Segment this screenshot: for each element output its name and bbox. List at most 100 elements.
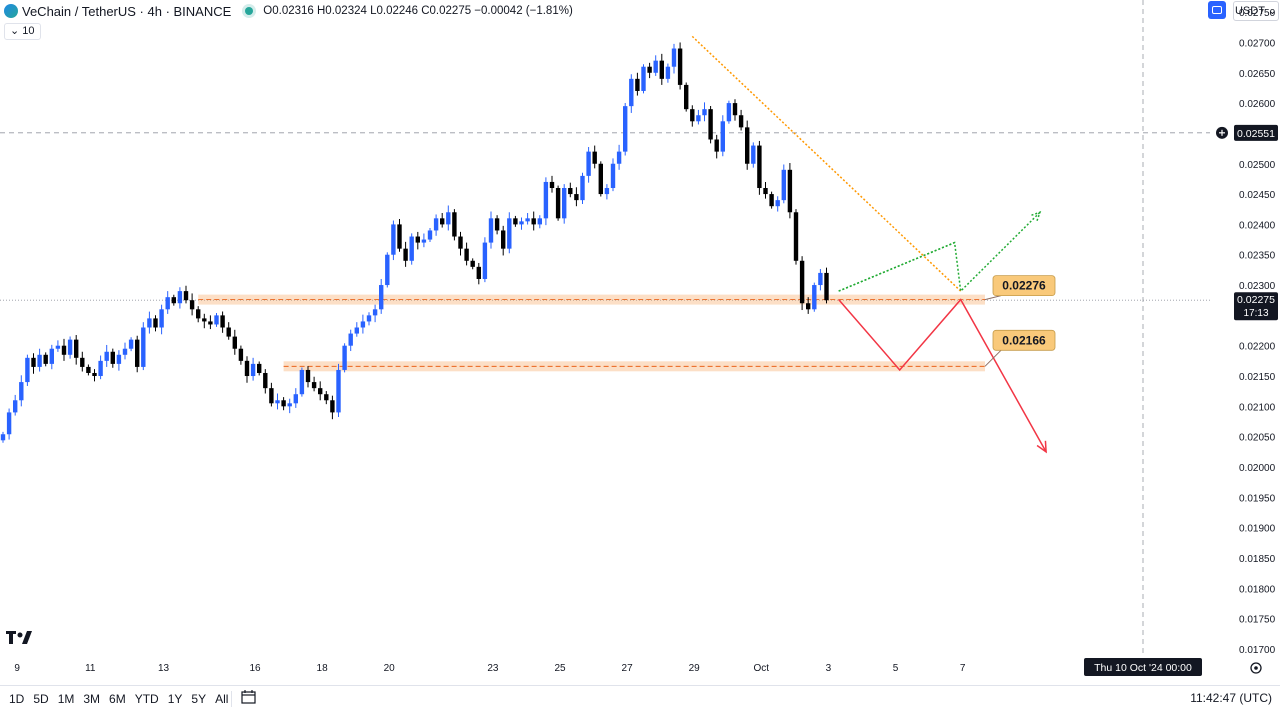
candle-body bbox=[616, 151, 622, 164]
candle-body bbox=[555, 188, 561, 219]
x-tick-label: Oct bbox=[754, 663, 770, 674]
candle-body bbox=[415, 236, 420, 243]
last-price-tag: 0.02275 17:13 bbox=[1234, 292, 1278, 321]
candle-body bbox=[275, 400, 280, 404]
candle-body bbox=[409, 236, 414, 261]
candle-body bbox=[488, 218, 494, 243]
candle-body bbox=[446, 212, 451, 225]
candle-body bbox=[818, 272, 823, 286]
volume-toggle[interactable]: ⌄ 10 bbox=[4, 23, 41, 40]
candle-body bbox=[372, 309, 378, 316]
candle-body bbox=[763, 188, 768, 195]
candle-body bbox=[366, 315, 372, 322]
candle-body bbox=[348, 333, 353, 346]
candle-body bbox=[183, 291, 189, 301]
y-tick-label: 0.02700 bbox=[1239, 38, 1276, 49]
candle-body bbox=[769, 194, 774, 207]
range-button-ytd[interactable]: YTD bbox=[134, 692, 159, 706]
utc-clock[interactable]: 11:42:47 (UTC) bbox=[1190, 691, 1272, 705]
candle-body bbox=[49, 348, 54, 364]
candle-body bbox=[269, 388, 274, 404]
x-tick-label: 23 bbox=[487, 663, 499, 674]
x-tick-label: 9 bbox=[14, 663, 20, 674]
candle-body bbox=[98, 360, 103, 377]
symbol-title[interactable]: VeChain / TetherUS · 4h · BINANCE bbox=[22, 3, 232, 19]
bear-arrow-head bbox=[1036, 440, 1047, 454]
candle-body bbox=[824, 272, 829, 301]
candle-body bbox=[501, 230, 506, 249]
candle-body bbox=[464, 248, 469, 261]
range-button-6m[interactable]: 6M bbox=[109, 692, 126, 706]
range-button-1y[interactable]: 1Y bbox=[167, 692, 183, 706]
candle-body bbox=[385, 254, 390, 286]
candle-body bbox=[74, 339, 79, 358]
y-tick-label: 0.01950 bbox=[1239, 493, 1276, 504]
vechain-logo-icon bbox=[4, 4, 18, 18]
candle-body bbox=[318, 388, 323, 395]
price-tag-marker: 0.02551 bbox=[1216, 124, 1278, 141]
candle-body bbox=[135, 339, 140, 367]
candle-body bbox=[165, 297, 170, 310]
candle-body bbox=[305, 369, 311, 383]
candle-body bbox=[720, 121, 725, 152]
candle-body bbox=[189, 300, 195, 310]
screenshot-button[interactable] bbox=[1208, 1, 1226, 19]
candle-body bbox=[116, 354, 122, 364]
y-tick-label: 0.01700 bbox=[1239, 645, 1276, 656]
range-button-all[interactable]: All bbox=[215, 692, 229, 706]
range-button-5y[interactable]: 5Y bbox=[191, 692, 207, 706]
candle-body bbox=[793, 212, 799, 261]
price-chart[interactable]: 0.027500.027000.026500.026000.025500.025… bbox=[0, 0, 1280, 685]
candle-body bbox=[86, 366, 91, 373]
candle-body bbox=[787, 169, 793, 213]
x-tick-label: 20 bbox=[384, 663, 396, 674]
candle-body bbox=[738, 115, 744, 128]
candle-body bbox=[421, 239, 427, 243]
candle-body bbox=[324, 394, 329, 401]
candle-body bbox=[55, 345, 61, 349]
x-tick-label: 18 bbox=[317, 663, 329, 674]
crosshair-time-bg bbox=[1084, 658, 1202, 676]
candle-body bbox=[537, 218, 542, 225]
y-tick-label: 0.02000 bbox=[1239, 463, 1276, 474]
candle-body bbox=[122, 348, 128, 355]
candle-body bbox=[293, 394, 298, 404]
candle-body bbox=[6, 412, 12, 435]
candle-body bbox=[177, 291, 183, 304]
toolbar-separator bbox=[231, 691, 232, 707]
y-tick-label: 0.02650 bbox=[1239, 69, 1276, 80]
range-button-1d[interactable]: 1D bbox=[9, 692, 25, 706]
candle-body bbox=[110, 351, 115, 364]
gear-ring bbox=[1250, 662, 1262, 674]
last-price-label: 0.02275 bbox=[1237, 294, 1275, 306]
y-tick-label: 0.02150 bbox=[1239, 372, 1276, 383]
callout-box bbox=[992, 329, 1056, 351]
candle-body bbox=[244, 360, 250, 377]
candle-body bbox=[19, 382, 24, 401]
candle-body bbox=[592, 151, 597, 164]
candle-body bbox=[232, 336, 237, 349]
range-button-3m[interactable]: 3M bbox=[83, 692, 101, 706]
currency-select[interactable]: USDT ⌄ bbox=[1233, 1, 1279, 21]
candle-body bbox=[586, 151, 591, 176]
y-tick-label: 0.02750 bbox=[1239, 8, 1276, 19]
y-tick-label: 0.01850 bbox=[1239, 554, 1276, 565]
calendar-range-icon[interactable] bbox=[241, 690, 256, 704]
candle-body bbox=[635, 78, 640, 91]
candle-body bbox=[80, 357, 85, 367]
chart-header: VeChain / TetherUS · 4h · BINANCE O0.023… bbox=[0, 0, 1200, 22]
candle-body bbox=[403, 248, 408, 261]
bear-scenario-path bbox=[838, 298, 1047, 453]
candle-body bbox=[397, 224, 402, 249]
range-button-5d[interactable]: 5D bbox=[33, 692, 49, 706]
candle-body bbox=[379, 285, 384, 310]
candle-body bbox=[781, 169, 786, 201]
bull-scenario-path bbox=[838, 241, 955, 292]
candle-body bbox=[226, 327, 231, 337]
candle-body bbox=[250, 363, 256, 377]
x-tick-label: 7 bbox=[960, 663, 966, 674]
candle-body bbox=[775, 200, 780, 207]
candle-body bbox=[525, 218, 530, 222]
chart-settings-icon[interactable] bbox=[1250, 662, 1262, 674]
range-button-1m[interactable]: 1M bbox=[57, 692, 75, 706]
